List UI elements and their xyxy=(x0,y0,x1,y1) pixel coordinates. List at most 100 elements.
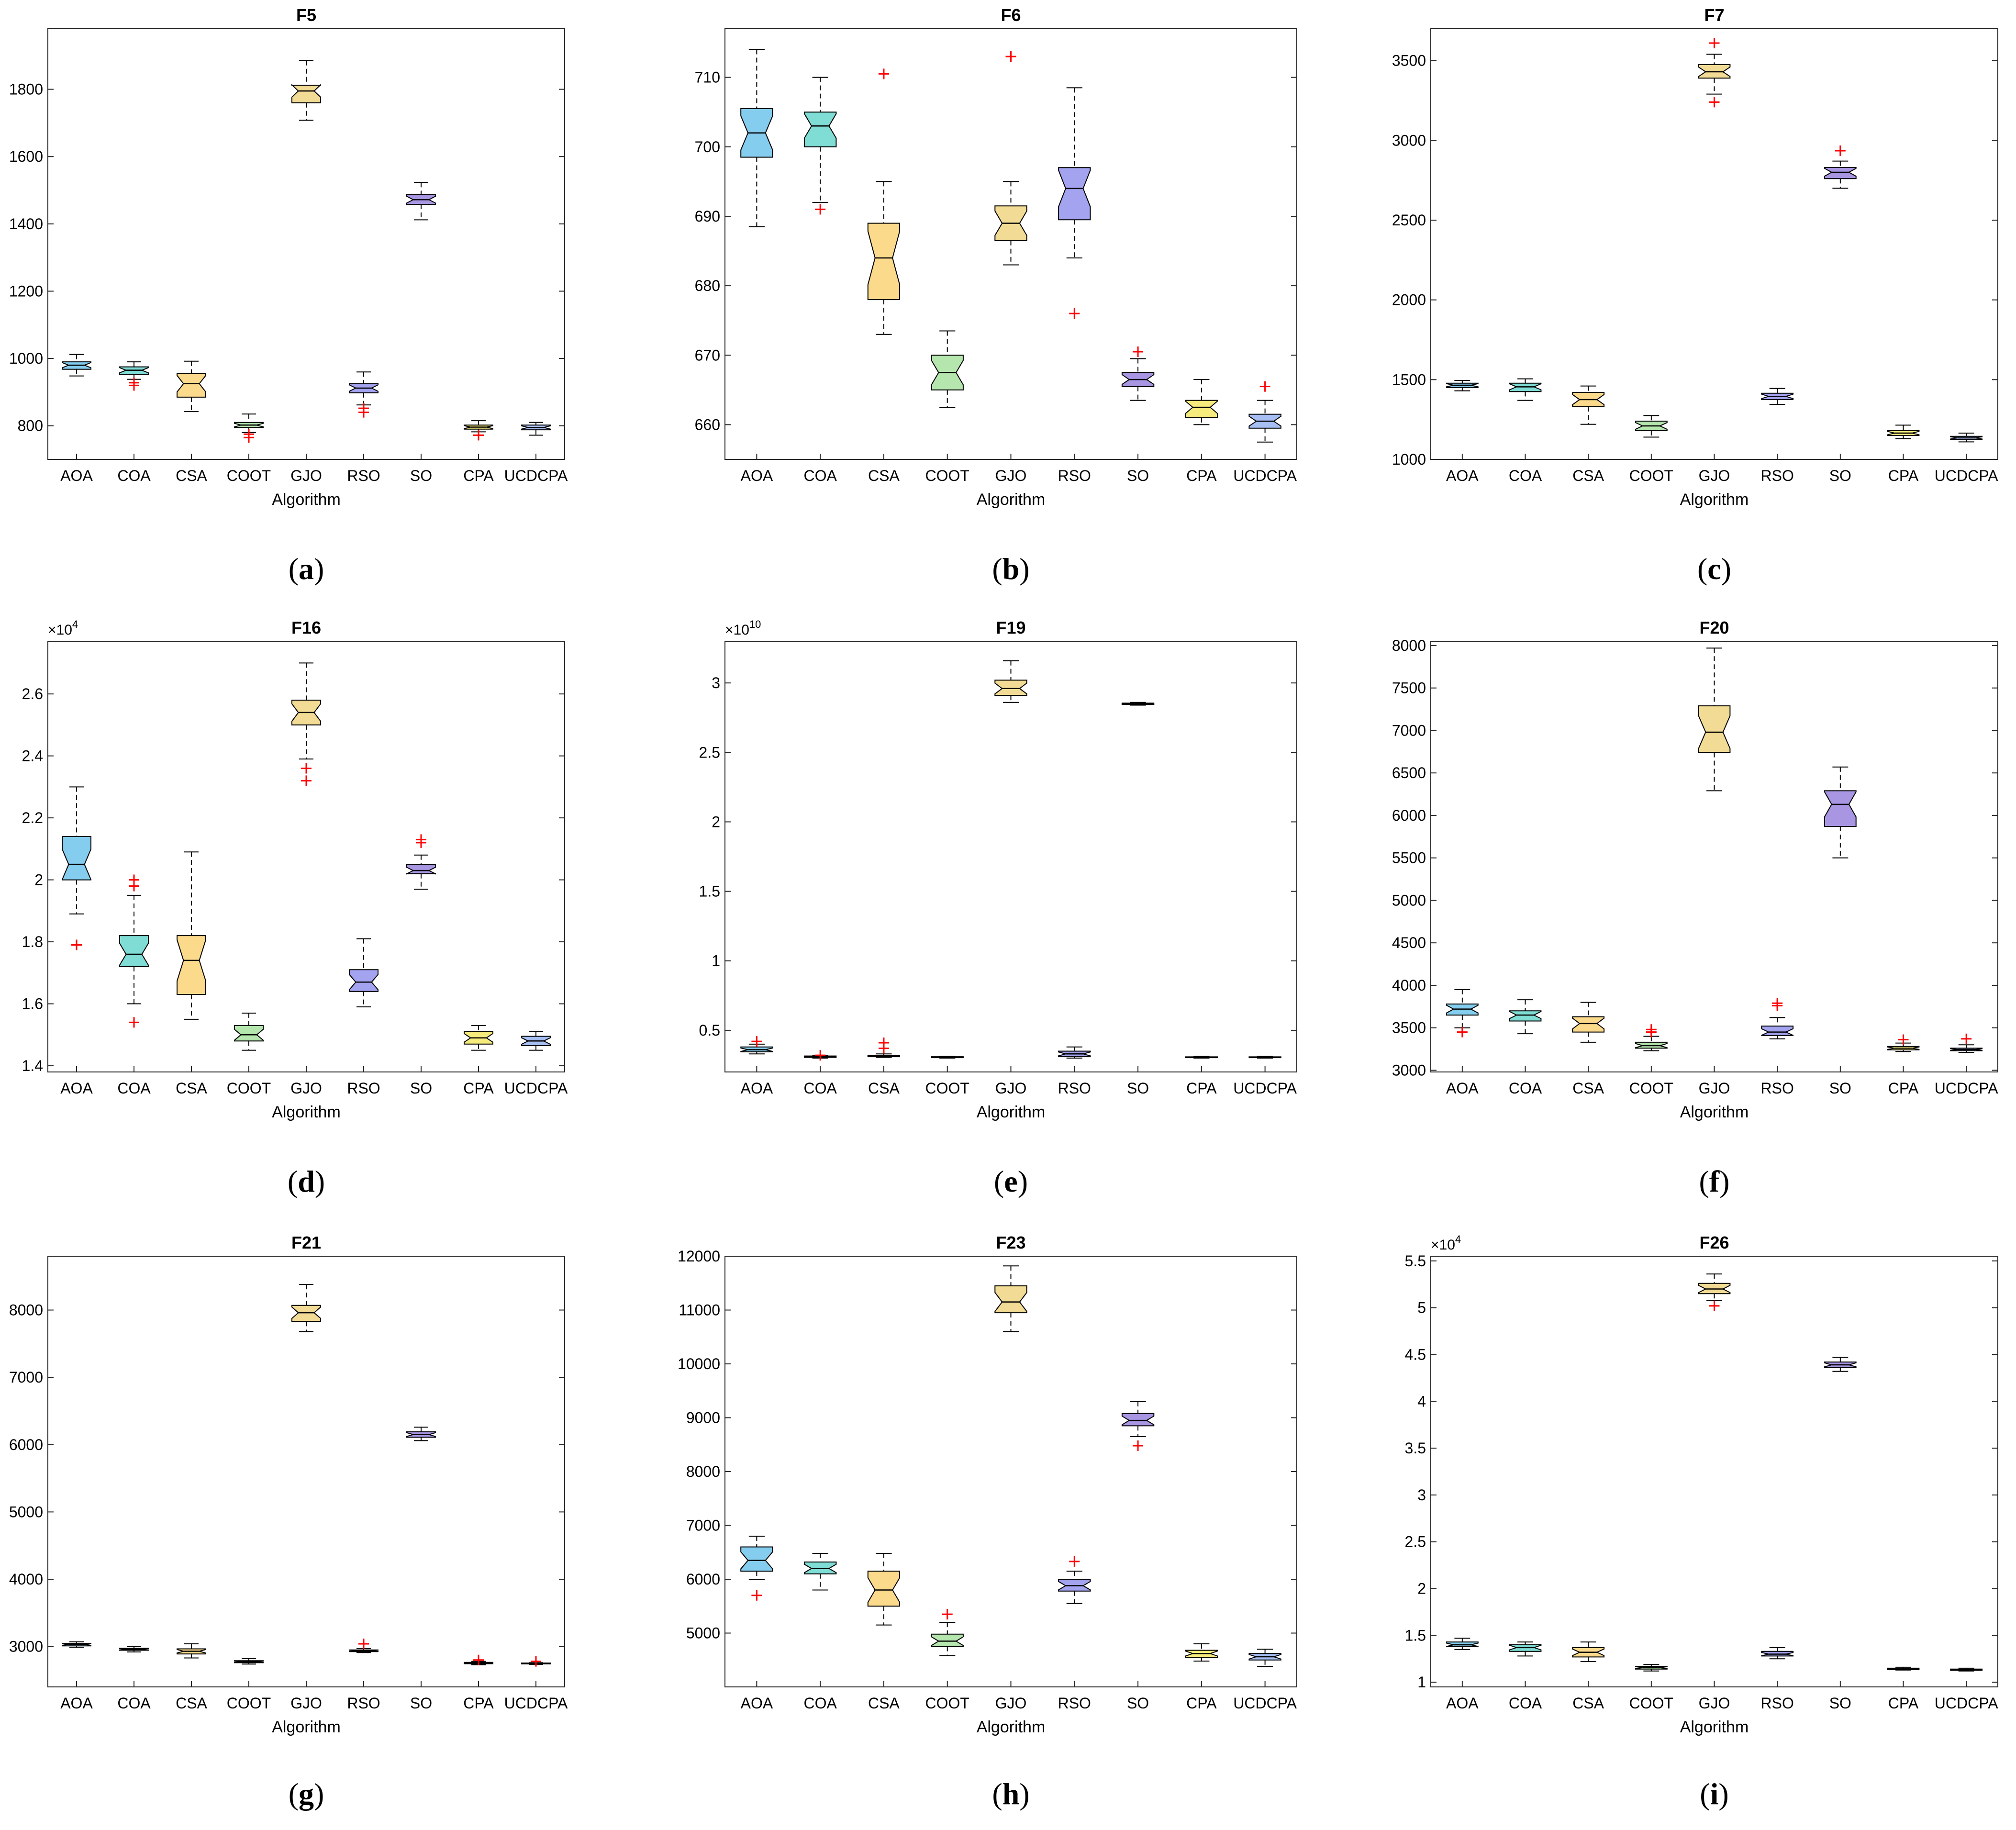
chart-title: F7 xyxy=(1704,5,1724,25)
box-coa xyxy=(804,1553,837,1591)
box-body xyxy=(1121,1413,1155,1427)
box-rso xyxy=(349,371,379,418)
x-tick-label: COA xyxy=(117,1080,151,1097)
outlier-marker xyxy=(301,763,312,774)
box-cpa xyxy=(1887,1034,1920,1052)
y-tick-label: 3500 xyxy=(1392,52,1426,69)
x-tick-label: RSO xyxy=(1760,1080,1793,1097)
chart-panel: F7 1000 1500 2000 2500 3000 3500 AOA COA CSA COOT G… xyxy=(1392,5,1998,586)
paren-close: ) xyxy=(1019,1777,1029,1811)
x-tick-label: AOA xyxy=(741,1080,773,1097)
box-aoa xyxy=(740,49,773,227)
paren-open: ( xyxy=(288,1164,298,1198)
x-tick-label: COOT xyxy=(227,1080,271,1097)
y-tick-label: 2 xyxy=(34,871,43,889)
subfigure-label: (i) xyxy=(1700,1777,1728,1811)
y-tick-label: 5500 xyxy=(1392,849,1426,867)
y-tick-label: 9000 xyxy=(686,1409,720,1427)
x-tick-label: AOA xyxy=(60,467,93,484)
box-so xyxy=(1824,1357,1857,1372)
chart-title: F6 xyxy=(1001,5,1021,25)
subfigure-label: (c) xyxy=(1697,552,1731,586)
chart-panel: F23 5000 6000 7000 8000 9000 10000 11000 12000 AO… xyxy=(678,1233,1297,1811)
chart-panel: F16 ×104 1.4 1.6 1.8 2 2.2 2.4 2.6 AOA COA CSA COOT G… xyxy=(22,618,568,1198)
box-coa xyxy=(1509,378,1542,401)
y-tick-label: 1000 xyxy=(1392,451,1426,468)
y-tick-label: 2.2 xyxy=(22,809,43,826)
box-aoa xyxy=(740,1036,773,1055)
chart-panel: F6 660 670 680 690 700 710 AOA COA CSA COOT GJO RSO S… xyxy=(695,5,1297,586)
y-tick-label: 700 xyxy=(695,138,720,156)
chart-title: F5 xyxy=(296,5,316,25)
outlier-marker xyxy=(815,204,826,215)
y-tick-label: 7000 xyxy=(1392,722,1426,739)
chart-title: F21 xyxy=(291,1233,321,1252)
y-tick-label: 0.5 xyxy=(699,1022,720,1039)
subfigure-label: (d) xyxy=(288,1164,325,1198)
box-coa xyxy=(119,1646,149,1652)
paren-close: ) xyxy=(314,1777,324,1811)
y-tick-label: 6000 xyxy=(1392,807,1426,824)
box-aoa xyxy=(62,354,91,377)
axes-frame xyxy=(1430,28,1998,460)
paren-open: ( xyxy=(992,552,1002,586)
x-tick-label: SO xyxy=(410,1080,432,1097)
x-tick-label: COA xyxy=(803,1080,837,1097)
x-tick-label: CSA xyxy=(1572,1080,1604,1097)
x-tick-label: CPA xyxy=(463,1080,494,1097)
y-tick-label: 5000 xyxy=(1392,892,1426,909)
y-tick-label: 5000 xyxy=(9,1503,43,1520)
subfigure-letter: e xyxy=(1004,1164,1017,1198)
box-coot xyxy=(234,413,264,443)
outlier-marker xyxy=(129,377,139,388)
box-coa xyxy=(119,874,149,1028)
box-body xyxy=(994,1285,1027,1314)
y-tick-label: 1.5 xyxy=(1405,1627,1426,1644)
paren-open: ( xyxy=(289,552,299,586)
box-aoa xyxy=(1446,989,1479,1038)
outlier-marker xyxy=(1709,1300,1720,1311)
box-body xyxy=(177,373,206,398)
x-axis-label: Algorithm xyxy=(272,491,341,509)
y-tick-label: 5.5 xyxy=(1405,1252,1426,1270)
y-tick-label: 2 xyxy=(712,813,720,830)
box-so xyxy=(1824,766,1857,859)
box-cpa xyxy=(1185,379,1218,425)
axes-frame xyxy=(724,1256,1297,1687)
outlier-marker xyxy=(358,1639,369,1649)
x-tick-label: CSA xyxy=(176,467,207,484)
paren-open: ( xyxy=(992,1777,1002,1811)
box-body xyxy=(804,112,837,147)
x-tick-label: COA xyxy=(1509,1080,1542,1097)
exponent-power: 10 xyxy=(749,618,761,630)
box-body xyxy=(291,83,321,103)
subfigure-letter: f xyxy=(1709,1164,1720,1198)
x-tick-label: RSO xyxy=(1058,467,1091,484)
x-tick-label: UCDCPA xyxy=(1935,467,1998,484)
y-tick-label: 5000 xyxy=(686,1625,720,1642)
y-tick-label: 2.6 xyxy=(22,685,43,703)
box-aoa xyxy=(62,1641,91,1648)
x-tick-label: RSO xyxy=(1058,1080,1091,1097)
box-body xyxy=(994,680,1027,696)
box-body xyxy=(1572,1016,1605,1033)
box-aoa xyxy=(1446,1638,1479,1650)
box-gjo xyxy=(1698,38,1731,108)
x-tick-label: CPA xyxy=(1186,467,1217,484)
outlier-marker xyxy=(1133,346,1144,357)
y-tick-label: 710 xyxy=(695,69,720,86)
y-tick-label: 2500 xyxy=(1392,212,1426,229)
outlier-marker xyxy=(1898,1034,1909,1045)
x-axis-label: Algorithm xyxy=(977,1718,1046,1736)
subfigure-label: (f) xyxy=(1699,1164,1730,1198)
subfigure-letter: d xyxy=(298,1164,315,1198)
paren-close: ) xyxy=(1718,1777,1728,1811)
outlier-marker xyxy=(473,430,484,441)
outlier-marker xyxy=(71,939,82,950)
box-coa xyxy=(1509,1641,1542,1657)
box-csa xyxy=(177,360,206,413)
x-axis-label: Algorithm xyxy=(1680,491,1749,509)
y-tick-label: 8000 xyxy=(1392,637,1426,654)
